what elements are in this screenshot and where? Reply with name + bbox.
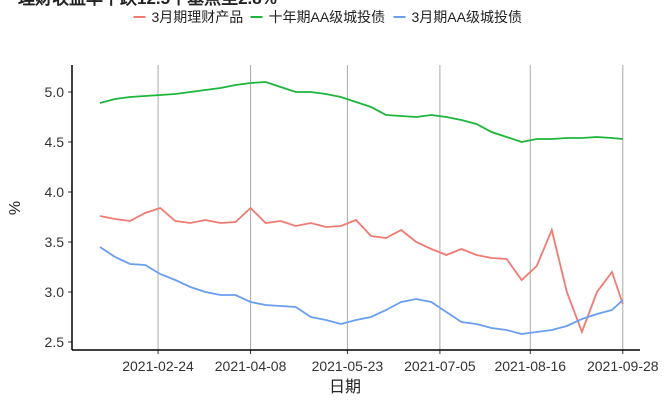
legend-label: 十年期AA级城投债 — [269, 9, 386, 25]
x-axis-label: 日期 — [329, 378, 361, 396]
x-tick-label: 2021-07-05 — [404, 358, 476, 374]
y-axis-label: % — [7, 201, 24, 215]
x-tick-label: 2021-09-28 — [587, 358, 659, 374]
y-tick-label: 5.0 — [45, 84, 65, 100]
series-line — [99, 206, 624, 335]
series-line — [99, 246, 624, 335]
x-tick-label: 2021-04-08 — [215, 358, 287, 374]
y-tick-label: 4.0 — [45, 184, 65, 200]
y-tick-label: 2.5 — [45, 334, 65, 350]
y-tick-label: 4.5 — [45, 134, 65, 150]
series-line — [99, 81, 623, 143]
x-tick-label: 2021-05-23 — [312, 358, 384, 374]
x-tick-label: 2021-08-16 — [494, 358, 566, 374]
y-tick-label: 3.0 — [45, 284, 65, 300]
legend-label: 3月期AA级城投债 — [412, 9, 522, 25]
legend-label: 3月期理财产品 — [152, 9, 244, 25]
chart-title: 理财收益率下跌12.5个基点至2.8% — [18, 0, 277, 8]
x-tick-label: 2021-02-24 — [122, 358, 194, 374]
y-tick-label: 3.5 — [45, 234, 65, 250]
